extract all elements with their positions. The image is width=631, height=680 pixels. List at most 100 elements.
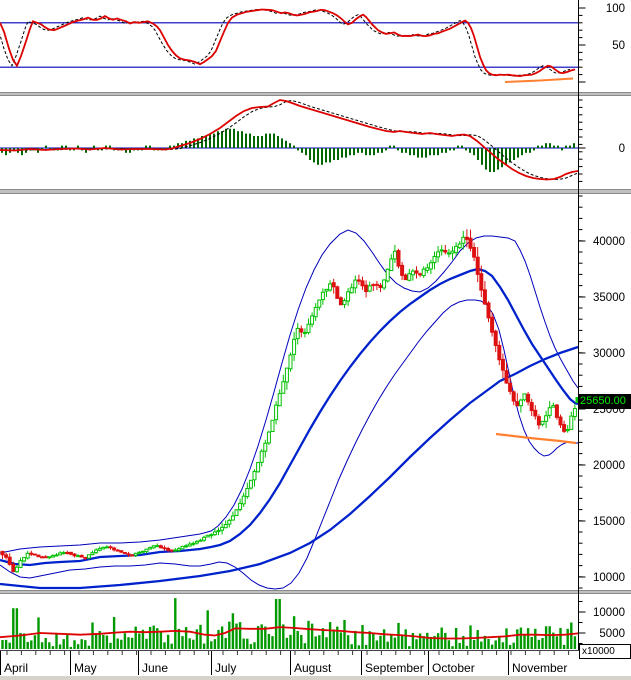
candle-down	[558, 416, 563, 426]
candle-up	[382, 279, 387, 289]
stoch-orange-trendline[interactable]	[504, 77, 574, 83]
candle-up	[518, 399, 523, 407]
candle-up	[58, 552, 63, 556]
panel-separator[interactable]	[0, 590, 631, 594]
candle-down	[32, 553, 37, 556]
candle-up	[522, 393, 527, 401]
bottom-margin	[0, 676, 631, 680]
candle-down	[396, 250, 401, 267]
volume-bar	[210, 641, 213, 649]
volume-bar	[267, 633, 271, 649]
macd-hist-bar	[541, 145, 543, 148]
macd-hist-bar	[565, 145, 567, 148]
candle-down	[378, 284, 383, 288]
macd-hist-bar	[397, 148, 399, 151]
volume-bar	[321, 628, 325, 649]
candle-down	[169, 549, 174, 552]
volume-bar	[415, 639, 418, 649]
volume-bar	[566, 628, 569, 649]
volume-bar	[422, 636, 425, 649]
volume-axis-label: 10000	[593, 607, 625, 619]
candle-up	[140, 550, 145, 553]
volume-bar	[361, 625, 364, 649]
candle-down	[493, 330, 498, 347]
volume-bar	[213, 639, 217, 649]
volume-bar	[26, 641, 29, 649]
candle-down	[371, 284, 376, 287]
volume-bar	[40, 642, 44, 649]
volume-bar	[141, 629, 145, 649]
candle-up	[47, 556, 52, 559]
candle-down	[356, 279, 361, 282]
volume-bar	[451, 646, 454, 649]
volume-bar	[120, 639, 123, 649]
candle-down	[299, 328, 304, 333]
candle-up	[234, 509, 239, 517]
candle-up	[446, 252, 451, 255]
panel-separator[interactable]	[0, 92, 631, 96]
macd-panel	[0, 96, 578, 189]
candle-down	[115, 549, 120, 552]
volume-bar	[271, 636, 274, 649]
macd-hist-bar	[389, 145, 391, 148]
volume-bar	[174, 598, 177, 649]
candle-up	[428, 262, 433, 270]
volume-plot-area[interactable]	[0, 594, 578, 650]
volume-bar	[386, 641, 389, 649]
panel-separator[interactable]	[0, 189, 631, 194]
macd-hist-bar	[233, 128, 235, 148]
candle-up	[14, 566, 19, 573]
macd-hist-bar	[513, 148, 515, 160]
price-plot-area[interactable]	[0, 194, 578, 590]
price-orange-trendline[interactable]	[495, 432, 577, 445]
volume-bar	[274, 598, 278, 649]
macd-hist-bar	[369, 148, 371, 156]
candle-up	[342, 300, 347, 305]
macd-hist-bar	[329, 148, 331, 163]
volume-bar	[66, 635, 69, 649]
macd-hist-bar	[149, 145, 151, 148]
volume-bar	[508, 644, 512, 649]
volume-bar	[51, 646, 55, 649]
candle-down	[486, 302, 491, 319]
macd-hist-bar	[105, 145, 107, 148]
macd-plot-area[interactable]	[0, 96, 578, 189]
candle-up	[288, 354, 293, 370]
candle-up	[317, 299, 322, 308]
volume-bar	[73, 640, 76, 649]
stochastic-plot-area[interactable]	[0, 1, 578, 92]
volume-bar	[242, 638, 245, 649]
candle-up	[191, 542, 196, 545]
macd-hist-bar	[229, 128, 231, 148]
candle-down	[526, 393, 531, 403]
volume-bar	[202, 643, 206, 649]
candle-up	[565, 429, 570, 432]
volume-multiplier-box: x10000	[579, 644, 631, 659]
candle-down	[529, 402, 534, 412]
candle-down	[4, 554, 9, 558]
volume-bar	[498, 635, 501, 649]
macd-hist-bar	[437, 148, 439, 156]
volume-bar	[357, 645, 361, 649]
candle-up	[425, 267, 430, 271]
candle-down	[331, 282, 336, 288]
macd-hist-bar	[345, 148, 347, 158]
candle-up	[184, 545, 189, 548]
candle-down	[364, 284, 369, 293]
month-label: July	[215, 661, 236, 675]
volume-bar	[433, 635, 436, 649]
volume-bar	[397, 622, 400, 649]
volume-bar	[285, 637, 289, 649]
candle-down	[40, 556, 45, 559]
macd-hist-bar	[393, 145, 395, 148]
candle-down	[482, 289, 487, 305]
candle-up	[241, 495, 246, 505]
candle-up	[432, 255, 437, 264]
candle-up	[306, 323, 311, 334]
macd-hist-bar	[209, 133, 211, 148]
macd-hist-bar	[85, 148, 87, 153]
volume-bar	[530, 636, 533, 649]
candle-up	[202, 536, 207, 541]
candle-up	[454, 245, 459, 253]
